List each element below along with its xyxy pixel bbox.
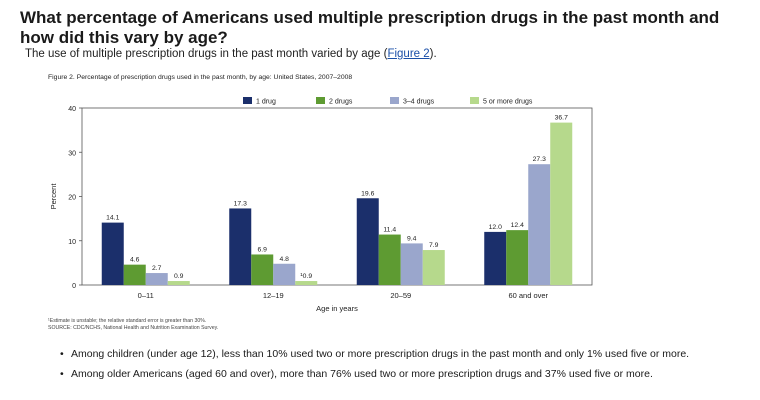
bar-1-2 [123,264,146,285]
y-tick-label: 10 [68,239,76,246]
bar-2-4 [295,281,318,285]
bar-value-label: 14.1 [106,215,119,222]
bar-3-1 [356,198,379,285]
bar-value-label: 12.4 [511,222,524,229]
bar-3-2 [378,234,401,285]
intro-text-after: ). [429,48,437,60]
bar-1-4 [167,281,190,285]
x-tick-label: 0–11 [138,291,154,300]
bar-3-3 [400,243,423,285]
bar-2-3 [273,263,296,285]
intro-text-before: The use of multiple prescription drugs i… [25,48,388,60]
bar-value-label: 36.7 [555,115,568,122]
bar-2-2 [251,254,274,285]
legend-label: 1 drug [256,99,276,106]
legend-swatch [390,97,399,104]
bar-value-label: 12.0 [489,224,502,231]
bar-value-label: 4.6 [130,257,140,264]
x-axis-label: Age in years [316,304,358,313]
bar-value-label: 2.7 [152,265,162,272]
legend-label: 5 or more drugs [483,99,533,106]
bar-value-label: 19.6 [361,190,374,197]
summary-bullets: Among children (under age 12), less than… [60,348,750,388]
bar-4-4 [550,122,573,285]
y-tick-label: 40 [68,106,76,113]
legend-swatch [316,97,325,104]
legend-label: 3–4 drugs [403,99,435,106]
bar-chart: 14.1 4.6 2.7 0.9 17.3 6.9 4.8 ¹0.9 19.6 11.4 9.4 7.… [49,97,593,313]
y-tick-label: 0 [72,283,76,290]
bar-4-3 [528,164,551,285]
intro-text: The use of multiple prescription drugs i… [25,48,437,60]
bar-value-label: 17.3 [234,200,247,207]
legend-label: 2 drugs [329,99,353,106]
figure-footnotes: ¹Estimate is unstable; the relative stan… [48,318,218,331]
legend-swatch [470,97,479,104]
bar-value-label: ¹0.9 [300,273,312,280]
bar-4-1 [484,231,507,285]
y-tick-label: 30 [68,150,76,157]
bar-value-label: 27.3 [533,156,546,163]
y-axis-label: Percent [49,183,58,210]
bar-value-label: 7.9 [429,242,439,249]
y-tick-label: 20 [68,195,76,202]
bar-2-1 [229,208,252,285]
figure-2: Figure 2. Percentage of prescription dru… [40,70,600,340]
bar-4-2 [506,230,529,285]
x-tick-label: 12–19 [263,291,284,300]
bar-1-1 [101,222,124,285]
legend-swatch [243,97,252,104]
bar-1-3 [145,273,168,285]
bar-value-label: 11.4 [383,227,396,234]
page-heading: What percentage of Americans used multip… [20,8,720,47]
footnote-source: SOURCE: CDC/NCHS, National Health and Nu… [48,324,219,331]
x-tick-label: 20–59 [390,291,411,300]
x-tick-label: 60 and over [508,291,548,300]
bar-value-label: 0.9 [174,273,184,280]
bar-value-label: 4.8 [280,256,290,263]
figure-2-link[interactable]: Figure 2 [387,48,430,60]
bullet-older-americans: Among older Americans (aged 60 and over)… [60,368,750,381]
bullet-children: Among children (under age 12), less than… [60,348,750,361]
footnote-unstable: ¹Estimate is unstable; the relative stan… [48,318,207,324]
bar-3-4 [422,250,445,285]
figure-title: Figure 2. Percentage of prescription dru… [48,74,353,81]
bar-value-label: 9.4 [407,235,417,242]
bar-value-label: 6.9 [258,246,268,253]
